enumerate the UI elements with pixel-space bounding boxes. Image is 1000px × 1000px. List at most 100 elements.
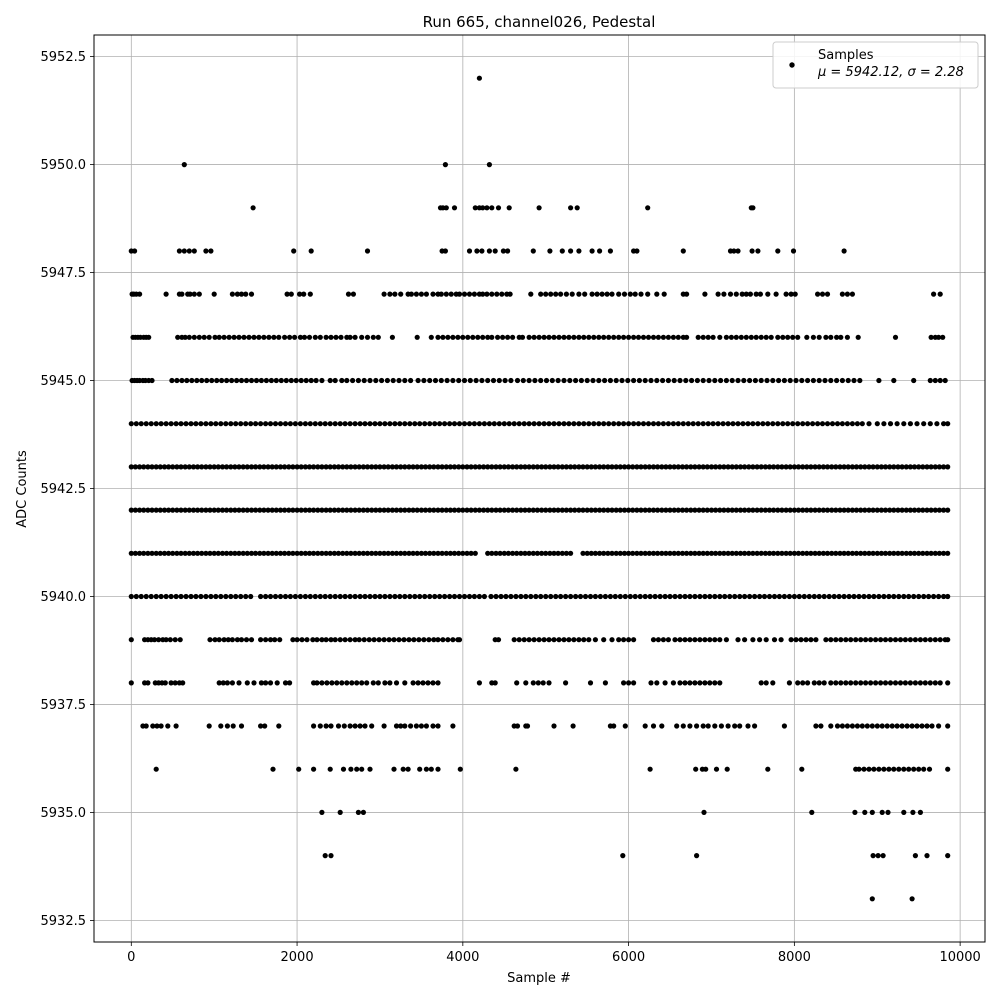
data-point bbox=[267, 680, 274, 686]
data-point bbox=[642, 377, 648, 384]
data-point bbox=[790, 421, 796, 427]
data-point bbox=[370, 334, 376, 340]
data-point bbox=[857, 377, 863, 384]
data-point bbox=[153, 766, 159, 772]
data-point bbox=[203, 248, 209, 254]
data-point bbox=[675, 550, 681, 556]
data-point bbox=[381, 507, 387, 513]
data-point bbox=[253, 377, 260, 384]
data-point bbox=[626, 637, 632, 643]
data-point bbox=[286, 550, 292, 556]
data-point bbox=[728, 334, 735, 340]
data-point bbox=[804, 507, 810, 513]
data-point bbox=[820, 507, 827, 513]
data-point bbox=[307, 291, 313, 297]
data-point bbox=[473, 377, 479, 384]
data-point bbox=[688, 464, 694, 470]
data-point bbox=[897, 637, 904, 643]
data-point bbox=[779, 550, 785, 556]
data-point bbox=[845, 507, 851, 513]
data-point bbox=[509, 550, 516, 556]
data-point bbox=[901, 593, 907, 600]
data-point bbox=[282, 593, 289, 600]
data-point bbox=[845, 550, 851, 556]
data-point bbox=[193, 421, 199, 427]
data-point bbox=[328, 723, 334, 729]
data-point bbox=[566, 637, 572, 643]
data-point bbox=[416, 637, 422, 643]
data-point bbox=[858, 680, 864, 686]
data-point bbox=[671, 377, 677, 384]
data-point bbox=[526, 507, 532, 513]
data-point bbox=[216, 637, 222, 643]
data-point bbox=[667, 507, 673, 513]
data-point bbox=[444, 377, 450, 384]
data-point bbox=[256, 334, 262, 340]
data-point bbox=[182, 464, 188, 470]
data-point bbox=[866, 507, 872, 513]
data-point bbox=[816, 377, 822, 384]
data-point bbox=[174, 507, 180, 513]
data-point bbox=[605, 507, 611, 513]
data-point bbox=[261, 464, 267, 470]
data-point bbox=[927, 637, 933, 643]
data-point bbox=[843, 680, 849, 686]
data-point bbox=[315, 550, 321, 556]
data-point bbox=[932, 507, 938, 513]
data-point bbox=[158, 593, 164, 600]
data-point bbox=[435, 464, 441, 470]
data-point bbox=[145, 507, 151, 513]
data-point bbox=[717, 593, 723, 600]
data-point bbox=[258, 723, 264, 729]
data-point bbox=[808, 507, 814, 513]
data-point bbox=[364, 680, 370, 686]
data-point bbox=[616, 291, 622, 297]
data-point bbox=[889, 723, 895, 729]
data-point bbox=[892, 637, 899, 643]
data-point bbox=[398, 507, 404, 513]
data-point bbox=[906, 766, 912, 772]
data-point bbox=[224, 550, 230, 556]
data-point bbox=[912, 680, 919, 686]
data-point bbox=[590, 377, 596, 384]
data-point bbox=[815, 421, 821, 427]
data-point bbox=[317, 421, 323, 427]
data-point bbox=[831, 593, 837, 600]
data-point bbox=[352, 723, 358, 729]
data-point bbox=[696, 507, 702, 513]
data-point bbox=[381, 291, 387, 297]
data-point bbox=[526, 464, 532, 470]
data-point bbox=[737, 464, 744, 470]
data-point bbox=[775, 248, 781, 254]
data-point bbox=[694, 853, 700, 859]
data-point bbox=[941, 550, 947, 556]
data-point bbox=[717, 507, 723, 513]
data-point bbox=[646, 464, 652, 470]
data-point bbox=[439, 550, 445, 556]
data-point bbox=[899, 723, 905, 729]
data-point bbox=[287, 593, 293, 600]
data-point bbox=[927, 377, 933, 384]
data-point bbox=[338, 334, 344, 340]
data-point bbox=[362, 593, 368, 600]
data-point bbox=[843, 637, 849, 643]
data-point bbox=[364, 464, 371, 470]
data-point bbox=[912, 853, 919, 859]
data-point bbox=[682, 593, 688, 600]
data-point bbox=[916, 766, 922, 772]
data-point bbox=[481, 593, 487, 600]
data-point bbox=[882, 637, 889, 643]
data-point bbox=[431, 464, 437, 470]
data-point bbox=[297, 334, 303, 340]
data-point bbox=[868, 680, 874, 686]
data-point bbox=[331, 464, 337, 470]
data-point bbox=[922, 637, 928, 643]
data-point bbox=[486, 421, 492, 427]
data-point bbox=[694, 723, 700, 729]
data-point bbox=[828, 334, 834, 340]
data-point bbox=[931, 593, 937, 600]
data-point bbox=[183, 593, 189, 600]
data-point bbox=[584, 377, 590, 384]
data-point bbox=[476, 421, 482, 427]
data-point bbox=[745, 723, 751, 729]
